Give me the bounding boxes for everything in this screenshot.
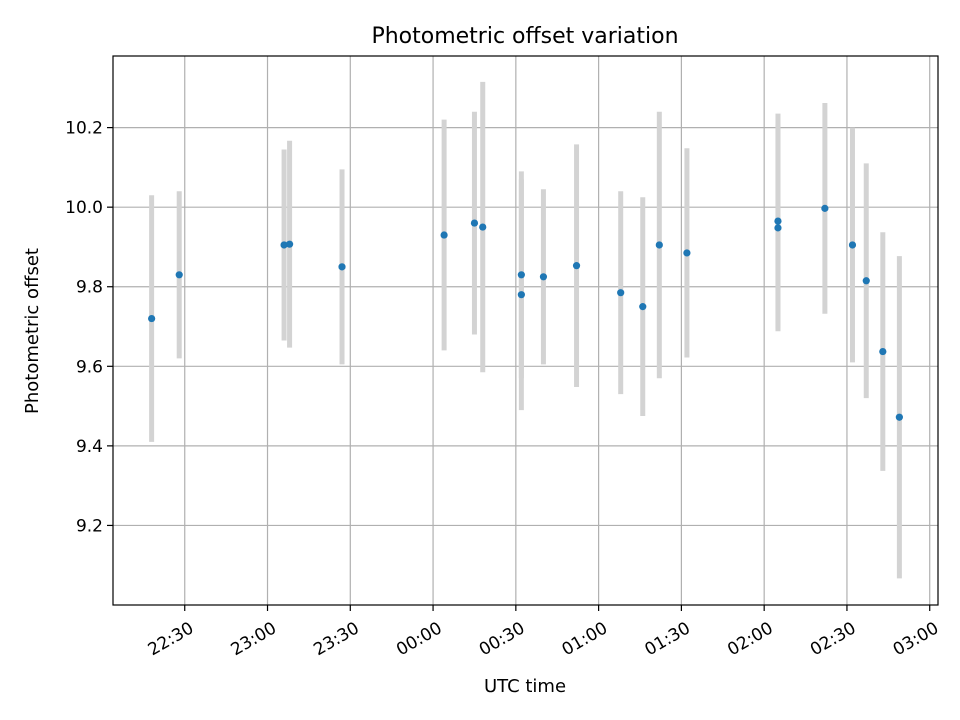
- data-point: [175, 271, 183, 279]
- x-tick-label: 23:00: [228, 618, 280, 660]
- data-point: [539, 273, 548, 281]
- y-tick-label: 9.8: [76, 278, 103, 298]
- x-tick-label: 02:30: [807, 618, 859, 660]
- x-tick-label: 22:30: [145, 618, 197, 660]
- x-tick-label: 00:00: [393, 618, 445, 660]
- y-gridlines: [113, 127, 938, 527]
- data-point: [517, 291, 525, 299]
- x-tick-label: 00:30: [476, 618, 528, 660]
- y-tick-label: 9.4: [76, 437, 103, 457]
- data-point: [440, 231, 448, 239]
- x-tick-label: 23:30: [310, 618, 362, 660]
- y-tick-label: 9.6: [76, 357, 103, 377]
- x-tick-label: 01:30: [641, 618, 693, 660]
- y-axis-ticks: 9.2 9.4 9.6 9.8 10.0 10.2: [65, 119, 113, 536]
- data-point: [572, 262, 581, 270]
- x-tick-label: 02:00: [724, 618, 776, 660]
- x-tick-label: 01:00: [559, 618, 611, 660]
- x-axis-label: UTC time: [484, 676, 566, 697]
- data-point: [774, 217, 782, 225]
- x-tick-label: 03:00: [890, 618, 942, 660]
- data-point: [617, 289, 625, 297]
- y-tick-label: 10.0: [65, 198, 103, 218]
- data-point: [280, 241, 288, 249]
- data-point: [895, 413, 903, 421]
- data-point: [639, 303, 647, 311]
- data-point: [862, 277, 870, 285]
- error-bars: [149, 81, 902, 579]
- y-axis-label: Photometric offset: [22, 248, 43, 414]
- plot-area-frame: [112, 55, 939, 606]
- data-point: [285, 240, 294, 248]
- data-point: [821, 204, 829, 212]
- data-point: [148, 314, 156, 323]
- y-tick-label: 10.2: [65, 119, 103, 139]
- x-axis-ticks: 22:30 23:00 23:30 00:00 00:30 01:00 01:30 02:00…: [145, 605, 942, 660]
- y-tick-label: 9.2: [76, 516, 103, 536]
- data-point: [479, 223, 487, 231]
- chart-title: Photometric offset variation: [371, 24, 678, 49]
- data-point: [338, 263, 346, 271]
- data-point: [879, 347, 887, 356]
- data-point: [470, 219, 479, 227]
- data-point: [655, 241, 663, 249]
- data-points: [148, 204, 903, 421]
- data-point: [517, 271, 525, 279]
- x-gridlines: [184, 56, 931, 605]
- data-point: [683, 249, 691, 257]
- data-point: [774, 224, 782, 232]
- data-point: [848, 241, 857, 249]
